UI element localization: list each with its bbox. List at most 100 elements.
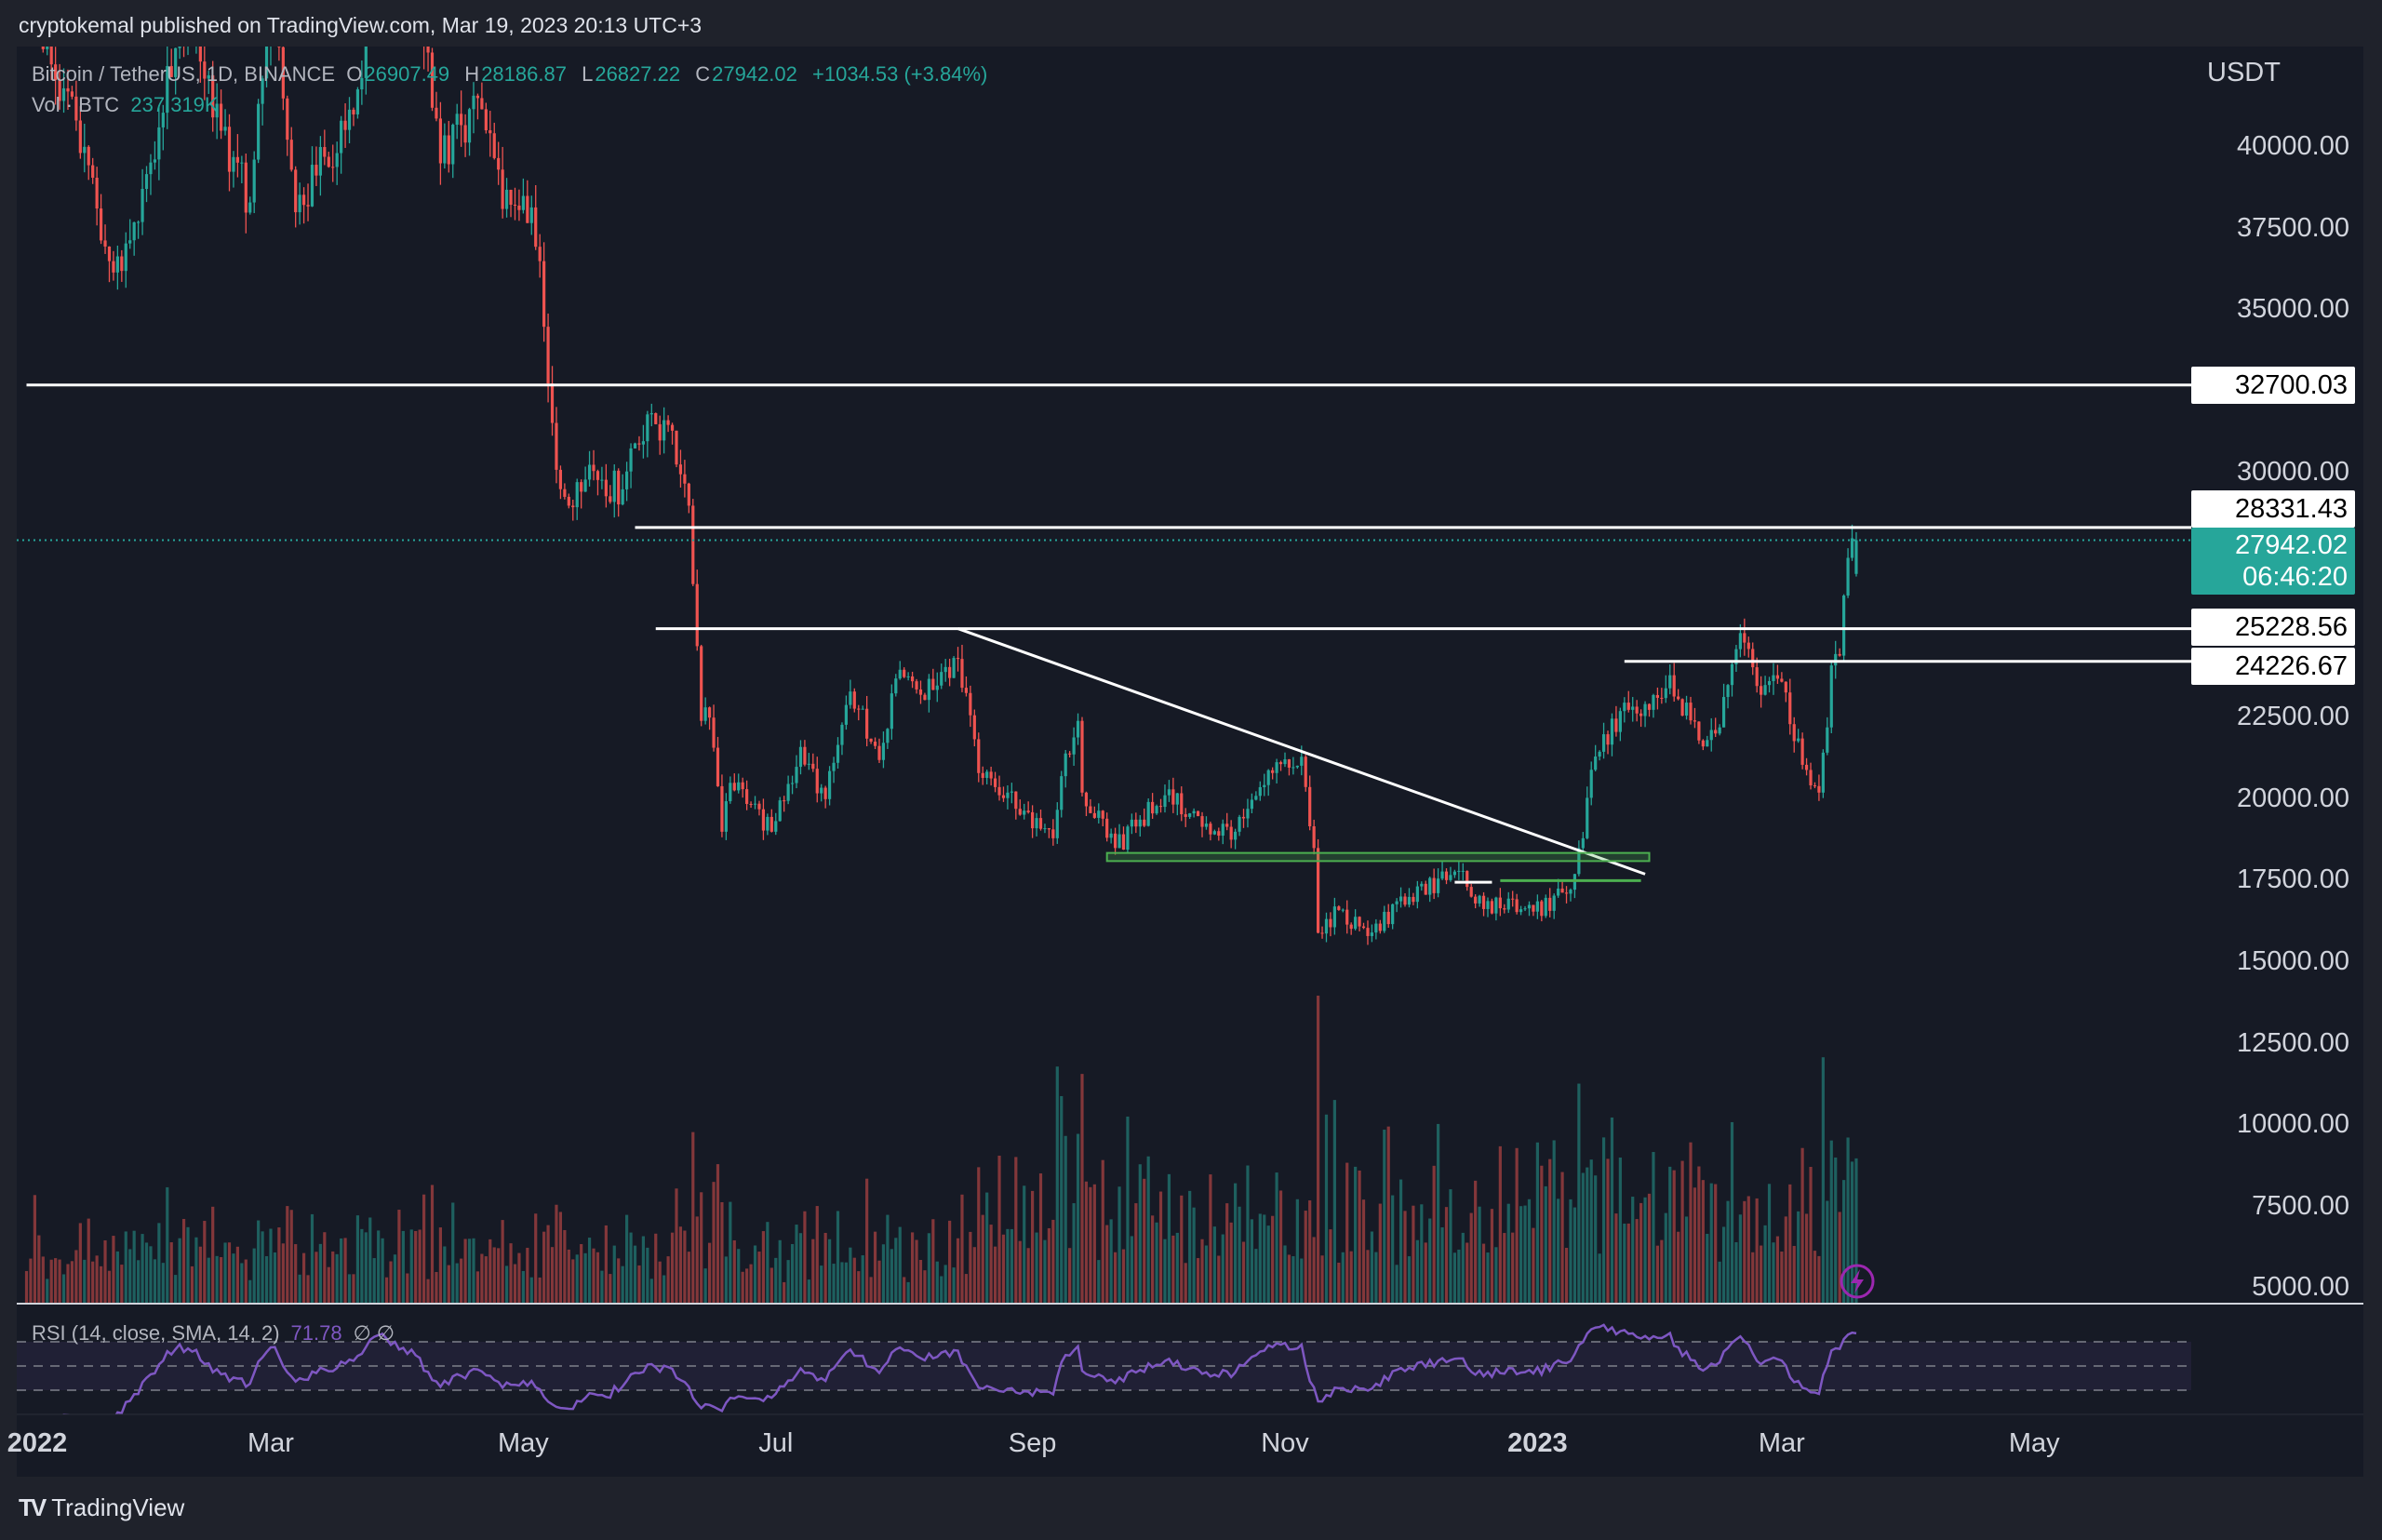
volume-bar bbox=[340, 1238, 343, 1303]
candle-body bbox=[327, 156, 330, 167]
volume-bar bbox=[37, 1235, 41, 1303]
candle-body bbox=[70, 91, 74, 97]
candle-body bbox=[1391, 904, 1395, 925]
volume-bar bbox=[550, 1247, 555, 1303]
candle-body bbox=[182, 17, 185, 44]
volume-bar bbox=[1481, 1243, 1486, 1303]
volume-bar bbox=[1051, 1219, 1055, 1303]
candle-body bbox=[1424, 883, 1427, 895]
currency-label[interactable]: USDT bbox=[2207, 58, 2281, 87]
candle-body bbox=[1560, 888, 1564, 893]
volume-bar bbox=[240, 1263, 244, 1303]
volume-bar bbox=[1217, 1255, 1221, 1303]
candle-body bbox=[1440, 871, 1444, 879]
volume-bar bbox=[24, 1270, 29, 1303]
candle-body bbox=[1743, 633, 1746, 643]
candle-body bbox=[550, 383, 555, 423]
volume-bar bbox=[625, 1214, 629, 1303]
candle-body bbox=[41, 47, 45, 49]
candle-body bbox=[637, 443, 641, 445]
volume-bar bbox=[927, 1233, 930, 1303]
candle-body bbox=[1341, 909, 1345, 911]
candle-body bbox=[1606, 734, 1610, 745]
volume-bar bbox=[918, 1259, 923, 1303]
symbol-title[interactable]: Bitcoin / TetherUS, 1D, BINANCE bbox=[32, 62, 336, 86]
volume-bar bbox=[1146, 1156, 1150, 1303]
candle-body bbox=[1821, 752, 1825, 793]
volume-bar bbox=[198, 1246, 202, 1303]
drawings[interactable] bbox=[17, 383, 2191, 884]
candle-body bbox=[1324, 918, 1329, 934]
candle-body bbox=[95, 177, 99, 209]
candle-body bbox=[261, 78, 264, 104]
volume-bar bbox=[538, 1277, 542, 1303]
volume-bar bbox=[54, 1258, 58, 1303]
candle-body bbox=[749, 803, 753, 805]
candle-body bbox=[352, 109, 355, 114]
volume-bar bbox=[1428, 1218, 1432, 1303]
volume-bar bbox=[1117, 1186, 1121, 1303]
volume-bar bbox=[583, 1252, 587, 1303]
volume-bar bbox=[1023, 1185, 1026, 1303]
current-price-tag: 27942.02 06:46:20 bbox=[2191, 527, 2355, 595]
volume-bar bbox=[137, 1260, 141, 1303]
candle-body bbox=[592, 464, 596, 472]
candle-body bbox=[1610, 718, 1614, 745]
candle-body bbox=[1300, 757, 1304, 766]
volume-bar bbox=[960, 1194, 964, 1303]
volume-bar bbox=[301, 1252, 306, 1303]
volume-bar bbox=[633, 1245, 637, 1303]
volume-bar bbox=[1714, 1184, 1718, 1303]
volume-label[interactable]: Vol · BTC bbox=[32, 93, 120, 116]
candle-body bbox=[435, 107, 438, 119]
candle-body bbox=[670, 424, 675, 431]
volume-bar bbox=[149, 1246, 153, 1303]
footer-brand[interactable]: TV TradingView bbox=[19, 1493, 184, 1522]
volume-bar bbox=[649, 1279, 653, 1303]
candle-body bbox=[956, 658, 960, 660]
candle-body bbox=[1287, 759, 1291, 769]
volume-bar bbox=[1821, 1057, 1825, 1303]
candle-body bbox=[54, 64, 58, 81]
candle-body bbox=[1209, 824, 1212, 835]
volume-bar bbox=[426, 1279, 430, 1303]
brand-name: TradingView bbox=[51, 1493, 185, 1521]
volume-bar bbox=[314, 1252, 318, 1303]
candle-body bbox=[78, 120, 82, 154]
volume-bar bbox=[1677, 1231, 1680, 1303]
candle-body bbox=[1035, 818, 1038, 829]
price-axis-label: 35000.00 bbox=[2237, 294, 2349, 325]
candle-body bbox=[1204, 824, 1209, 827]
candle-body bbox=[943, 666, 947, 673]
alert-lightning-icon[interactable] bbox=[1840, 1264, 1875, 1299]
volume-bar bbox=[1449, 1189, 1452, 1303]
volume-bar bbox=[1684, 1216, 1689, 1303]
volume-bar bbox=[811, 1239, 815, 1303]
volume-bar bbox=[977, 1167, 981, 1303]
candle-body bbox=[1134, 819, 1138, 827]
candle-body bbox=[778, 800, 782, 822]
candle-body bbox=[107, 246, 112, 261]
volume-bar bbox=[1813, 1251, 1817, 1303]
candle-body bbox=[903, 669, 906, 677]
volume-bar bbox=[384, 1277, 389, 1303]
candle-body bbox=[99, 208, 103, 241]
candle-body bbox=[240, 162, 244, 164]
candle-body bbox=[1383, 911, 1386, 931]
rsi-title[interactable]: RSI (14, close, SMA, 14, 2) bbox=[32, 1321, 280, 1345]
volume-bar bbox=[646, 1247, 649, 1303]
candle-body bbox=[604, 479, 608, 497]
volume-bar bbox=[596, 1252, 600, 1303]
candle-body bbox=[264, 47, 269, 79]
rsi-pane bbox=[17, 1323, 2191, 1414]
volume-bar bbox=[1734, 1241, 1738, 1303]
volume-bar bbox=[513, 1264, 517, 1303]
volume-bar bbox=[103, 1239, 107, 1303]
candle-body bbox=[571, 505, 575, 508]
volume-bar bbox=[1113, 1252, 1117, 1303]
volume-bar bbox=[1746, 1196, 1750, 1303]
volume-bar bbox=[472, 1238, 475, 1303]
candle-body bbox=[66, 87, 70, 92]
candle-body bbox=[1792, 724, 1796, 742]
